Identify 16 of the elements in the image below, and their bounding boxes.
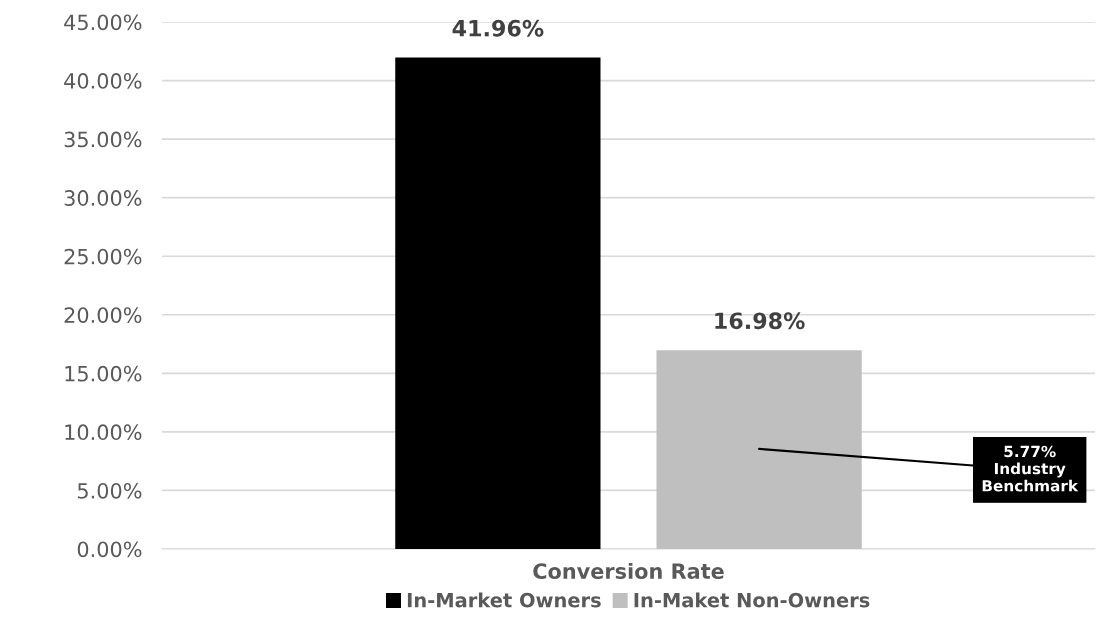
legend-label: In-Market Owners	[407, 592, 601, 608]
y-tick-label: 20.00%	[64, 307, 142, 323]
y-tick-label: 15.00%	[65, 365, 142, 382]
y-tick-label: 45.00%	[64, 14, 142, 31]
y-tick-label: 0.00%	[77, 541, 142, 558]
text: 16.98%	[715, 312, 805, 330]
text: 41.96%	[452, 19, 544, 37]
y-tick-label: 5.00%	[77, 482, 142, 499]
legend-label: In-Maket Non-Owners	[634, 592, 870, 608]
annotation: 5.77% Industry Benchmark	[982, 445, 1079, 492]
x-tick-label: Conversion Rate	[533, 562, 724, 580]
y-tick-label: 25.00%	[64, 248, 142, 265]
y-tick-label: 35.00%	[64, 131, 142, 148]
y-tick-label: 10.00%	[65, 424, 142, 441]
y-tick-label: 30.00%	[64, 190, 142, 206]
y-tick-label: 40.00%	[64, 73, 142, 89]
